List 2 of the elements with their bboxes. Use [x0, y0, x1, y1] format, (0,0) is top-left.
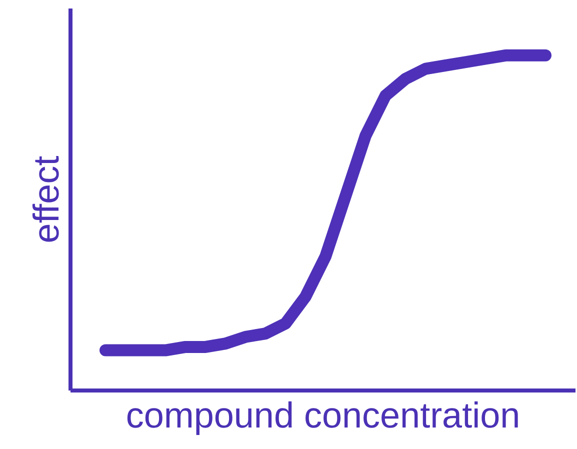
x-axis-title: compound concentration	[126, 394, 520, 436]
y-axis-title: effect	[26, 156, 66, 244]
